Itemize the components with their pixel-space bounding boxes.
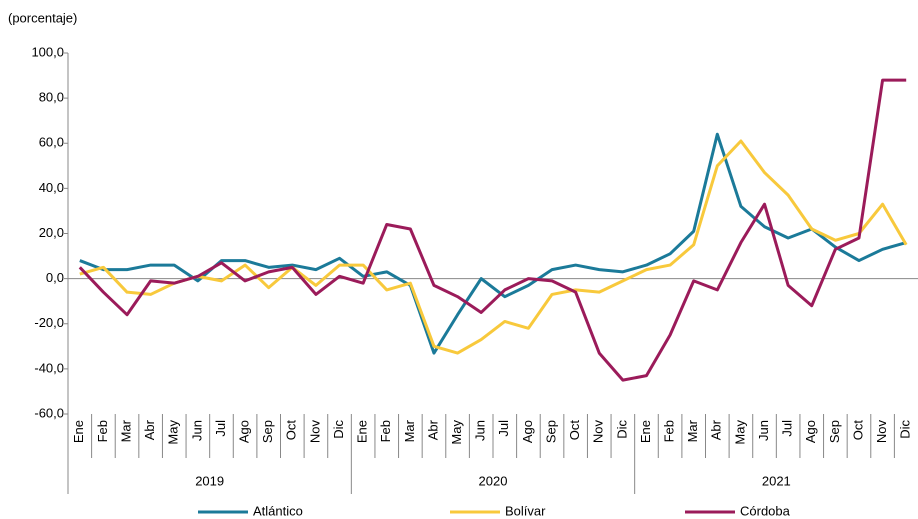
x-tick-label: Abr (709, 419, 724, 440)
series-line (78, 78, 907, 382)
x-tick-label: Feb (95, 420, 110, 442)
x-tick-label: Dic (331, 420, 346, 439)
x-tick-label: Ago (803, 420, 818, 443)
x-tick-label: Oct (284, 420, 299, 441)
y-tick-label: -40,0 (34, 360, 64, 375)
y-tick-label: -60,0 (34, 405, 64, 420)
year-label: 2019 (195, 473, 224, 488)
x-tick-label: Ene (355, 420, 370, 443)
x-tick-label: Dic (898, 420, 913, 439)
x-tick-label: Jun (189, 420, 204, 441)
year-label: 2021 (762, 473, 791, 488)
x-tick-label: Ene (71, 420, 86, 443)
x-tick-label: Jul (780, 420, 795, 437)
x-tick-label: Ago (520, 420, 535, 443)
x-tick-label: Abr (425, 419, 440, 440)
x-tick-label: Sep (827, 420, 842, 443)
x-tick-label: Nov (874, 420, 889, 444)
legend-label: Atlántico (253, 503, 303, 518)
x-tick-label: Mar (685, 419, 700, 442)
x-tick-label: Jul (496, 420, 511, 437)
x-tick-label: Mar (118, 419, 133, 442)
x-tick-label: Oct (567, 420, 582, 441)
x-tick-label: Sep (543, 420, 558, 443)
x-tick-label: Dic (614, 420, 629, 439)
x-tick-label: Nov (307, 420, 322, 444)
x-tick-label: Feb (662, 420, 677, 442)
x-tick-label: May (166, 420, 181, 445)
y-tick-label: 100,0 (31, 44, 64, 59)
y-tick-label: 60,0 (39, 135, 64, 150)
y-axis-label: (porcentaje) (8, 10, 77, 25)
x-tick-label: Jul (213, 420, 228, 437)
x-tick-label: Abr (142, 419, 157, 440)
year-label: 2020 (479, 473, 508, 488)
y-tick-label: 40,0 (39, 180, 64, 195)
y-tick-label: 20,0 (39, 225, 64, 240)
y-tick-label: -20,0 (34, 315, 64, 330)
x-tick-label: Ago (237, 420, 252, 443)
y-tick-label: 80,0 (39, 90, 64, 105)
legend-label: Bolívar (505, 503, 546, 518)
x-tick-label: Jun (473, 420, 488, 441)
y-tick-label: 0,0 (46, 270, 64, 285)
series-line (79, 139, 908, 355)
x-tick-label: Feb (378, 420, 393, 442)
x-tick-label: May (732, 420, 747, 445)
x-tick-label: Oct (850, 420, 865, 441)
x-tick-label: Ene (638, 420, 653, 443)
legend-label: Córdoba (740, 503, 791, 518)
x-tick-label: Mar (402, 419, 417, 442)
x-tick-label: Jun (756, 420, 771, 441)
series-line (79, 132, 907, 355)
x-tick-label: Nov (591, 420, 606, 444)
x-tick-label: May (449, 420, 464, 445)
x-tick-label: Sep (260, 420, 275, 443)
